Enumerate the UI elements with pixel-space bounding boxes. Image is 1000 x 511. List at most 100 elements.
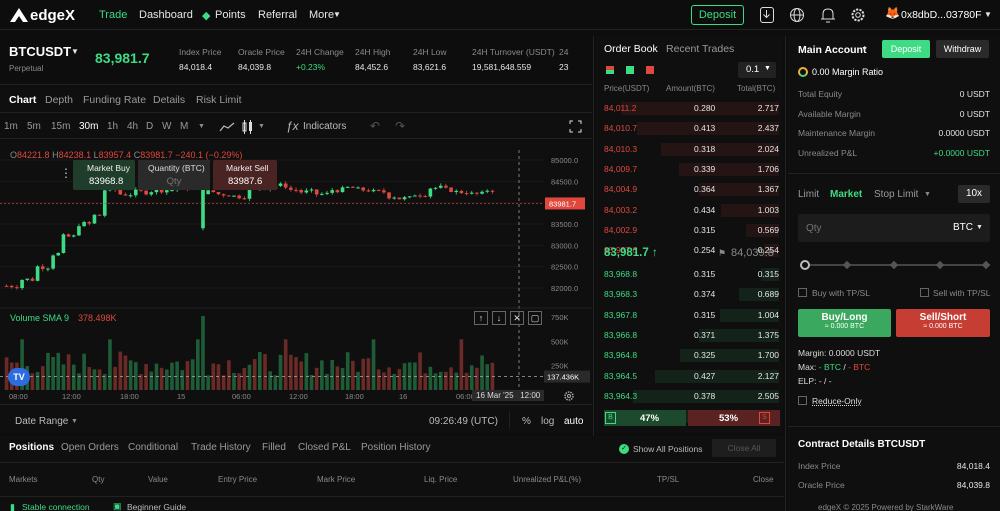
order-type-limit[interactable]: Limit bbox=[798, 189, 820, 200]
fullscreen-icon[interactable] bbox=[569, 120, 582, 133]
bids-row[interactable]: 83,966.8 0.371 1.375 bbox=[604, 327, 779, 343]
qty-field[interactable]: BTC ▼ bbox=[798, 214, 990, 242]
tab-positions[interactable]: Positions bbox=[9, 442, 55, 453]
chevron-down-icon[interactable]: ▼ bbox=[861, 46, 868, 53]
asks-row[interactable]: 83,987.6 0.254 0.254 bbox=[604, 242, 779, 258]
nav-more[interactable]: More bbox=[309, 9, 335, 21]
book-view-asks-icon[interactable] bbox=[646, 66, 654, 74]
asks-row[interactable]: 84,010.3 0.318 2.024 bbox=[604, 141, 779, 157]
date-range-button[interactable]: Date Range bbox=[15, 416, 69, 427]
interval-1h[interactable]: 1h bbox=[107, 121, 119, 132]
bids-row[interactable]: 83,968.8 0.315 0.315 bbox=[604, 266, 779, 282]
move-up-icon[interactable]: ↑ bbox=[474, 311, 488, 325]
qty-slider[interactable] bbox=[800, 260, 991, 270]
interval-d[interactable]: D bbox=[146, 121, 154, 132]
bids-row[interactable]: 83,964.8 0.325 1.700 bbox=[604, 347, 779, 363]
interval-m[interactable]: M bbox=[180, 121, 189, 132]
chevron-down-icon[interactable]: ▼ bbox=[924, 191, 931, 198]
move-down-icon[interactable]: ↓ bbox=[492, 311, 506, 325]
asks-row[interactable]: 84,004.9 0.364 1.367 bbox=[604, 181, 779, 197]
tab-risk-limit[interactable]: Risk Limit bbox=[196, 94, 242, 106]
book-view-both-icon[interactable] bbox=[606, 66, 614, 74]
interval-4h[interactable]: 4h bbox=[127, 121, 139, 132]
account-selector[interactable]: Main Account bbox=[798, 44, 867, 56]
logo[interactable]: edgeX bbox=[8, 5, 88, 25]
bids-row[interactable]: 83,968.3 0.374 0.689 bbox=[604, 286, 779, 302]
leverage-button[interactable]: 10x bbox=[958, 185, 990, 203]
asks-row[interactable]: 84,002.9 0.315 0.569 bbox=[604, 222, 779, 238]
tab-position-history[interactable]: Position History bbox=[361, 442, 431, 453]
download-icon[interactable] bbox=[760, 7, 774, 23]
candle-type-icon[interactable] bbox=[242, 120, 254, 134]
tab-chart[interactable]: Chart bbox=[9, 94, 37, 106]
tradingview-logo[interactable]: TV bbox=[8, 368, 30, 386]
undo-icon[interactable]: ↶ bbox=[370, 119, 381, 133]
nav-dashboard[interactable]: Dashboard bbox=[139, 9, 193, 21]
interval-15m[interactable]: 15m bbox=[51, 121, 71, 132]
tab-funding-rate[interactable]: Funding Rate bbox=[83, 94, 147, 106]
sell-short-button[interactable]: Sell/Short ≈ 0.000 BTC bbox=[896, 309, 990, 337]
asks-row[interactable]: 84,003.2 0.434 1.003 bbox=[604, 202, 779, 218]
log-toggle[interactable]: log bbox=[541, 416, 555, 427]
tab-details[interactable]: Details bbox=[153, 94, 186, 106]
wallet-menu[interactable]: 🦊 0x8dbD...03780F ▼ bbox=[885, 6, 997, 24]
chevron-down-icon[interactable]: ▼ bbox=[198, 123, 205, 130]
indicators-button[interactable]: Indicators bbox=[303, 121, 347, 132]
nav-referral[interactable]: Referral bbox=[258, 9, 298, 21]
auto-toggle[interactable]: auto bbox=[564, 416, 584, 427]
fx-icon[interactable]: ƒx bbox=[286, 119, 299, 133]
qty-unit-select[interactable]: BTC bbox=[953, 222, 973, 233]
tab-closed-pnl[interactable]: Closed P&L bbox=[298, 442, 351, 453]
nav-points[interactable]: Points bbox=[215, 9, 246, 21]
bell-icon[interactable] bbox=[820, 6, 836, 24]
qty-input[interactable] bbox=[806, 220, 926, 236]
interval-30m[interactable]: 30m bbox=[79, 121, 99, 132]
bids-row[interactable]: 83,964.5 0.427 2.127 bbox=[604, 368, 779, 384]
order-type-stop-limit[interactable]: Stop Limit bbox=[874, 189, 919, 200]
symbol-selector[interactable]: BTCUSDT bbox=[9, 44, 72, 59]
asks-row[interactable]: 84,009.7 0.339 1.706 bbox=[604, 161, 779, 177]
price-step-select[interactable]: 0.1 ▼ bbox=[738, 62, 776, 78]
drag-handle-icon[interactable]: ⋮ bbox=[60, 166, 72, 180]
close-icon[interactable]: ✕ bbox=[510, 311, 524, 325]
candlestick-chart[interactable]: 85000.084500.084000.083500.083000.082500… bbox=[0, 150, 592, 400]
tpsl-buy-checkbox[interactable] bbox=[798, 288, 807, 297]
book-view-bids-icon[interactable] bbox=[626, 66, 634, 74]
market-buy-button[interactable]: Market Buy 83968.8 bbox=[73, 160, 135, 190]
interval-5m[interactable]: 5m bbox=[27, 121, 41, 132]
chevron-down-icon[interactable]: ▼ bbox=[71, 47, 79, 56]
interval-1m[interactable]: 1m bbox=[4, 121, 18, 132]
interval-w[interactable]: W bbox=[162, 121, 172, 132]
reduce-only-checkbox[interactable] bbox=[798, 396, 807, 405]
tab-recent-trades[interactable]: Recent Trades bbox=[666, 43, 735, 55]
nav-trade[interactable]: Trade bbox=[99, 9, 128, 21]
tab-order-book[interactable]: Order Book bbox=[604, 43, 658, 55]
bids-row[interactable]: 83,964.3 0.378 2.505 bbox=[604, 388, 779, 404]
market-sell-button[interactable]: Market Sell 83987.6 bbox=[213, 160, 277, 190]
deposit-button[interactable]: Deposit bbox=[691, 5, 744, 25]
buy-long-button[interactable]: Buy/Long ≈ 0.000 BTC bbox=[798, 309, 891, 337]
tab-open-orders[interactable]: Open Orders bbox=[61, 442, 119, 453]
tab-trade-history[interactable]: Trade History bbox=[191, 442, 251, 453]
close-all-button[interactable]: Close All bbox=[712, 439, 776, 457]
maximize-icon[interactable]: ▢ bbox=[528, 311, 542, 325]
chevron-down-icon[interactable]: ▼ bbox=[976, 224, 983, 231]
tpsl-sell-checkbox[interactable] bbox=[920, 288, 929, 297]
tab-depth[interactable]: Depth bbox=[45, 94, 74, 106]
asks-row[interactable]: 84,011.2 0.280 2.717 bbox=[604, 100, 779, 116]
bids-row[interactable]: 83,967.8 0.315 1.004 bbox=[604, 307, 779, 323]
settings-icon[interactable] bbox=[563, 390, 575, 402]
chevron-down-icon[interactable]: ▼ bbox=[258, 123, 265, 130]
account-deposit-button[interactable]: Deposit bbox=[882, 40, 930, 58]
beginner-guide-link[interactable]: Beginner Guide bbox=[127, 502, 187, 511]
asks-row[interactable]: 84,010.7 0.413 2.437 bbox=[604, 120, 779, 136]
chevron-down-icon[interactable]: ▼ bbox=[71, 418, 78, 425]
tab-conditional[interactable]: Conditional bbox=[128, 442, 179, 453]
line-chart-icon[interactable] bbox=[219, 121, 235, 133]
quick-qty-input[interactable] bbox=[144, 174, 204, 188]
gear-icon[interactable] bbox=[850, 7, 866, 23]
globe-icon[interactable] bbox=[789, 7, 805, 23]
redo-icon[interactable]: ↷ bbox=[395, 119, 406, 133]
tab-filled[interactable]: Filled bbox=[262, 442, 286, 453]
percent-toggle[interactable]: % bbox=[522, 416, 531, 427]
